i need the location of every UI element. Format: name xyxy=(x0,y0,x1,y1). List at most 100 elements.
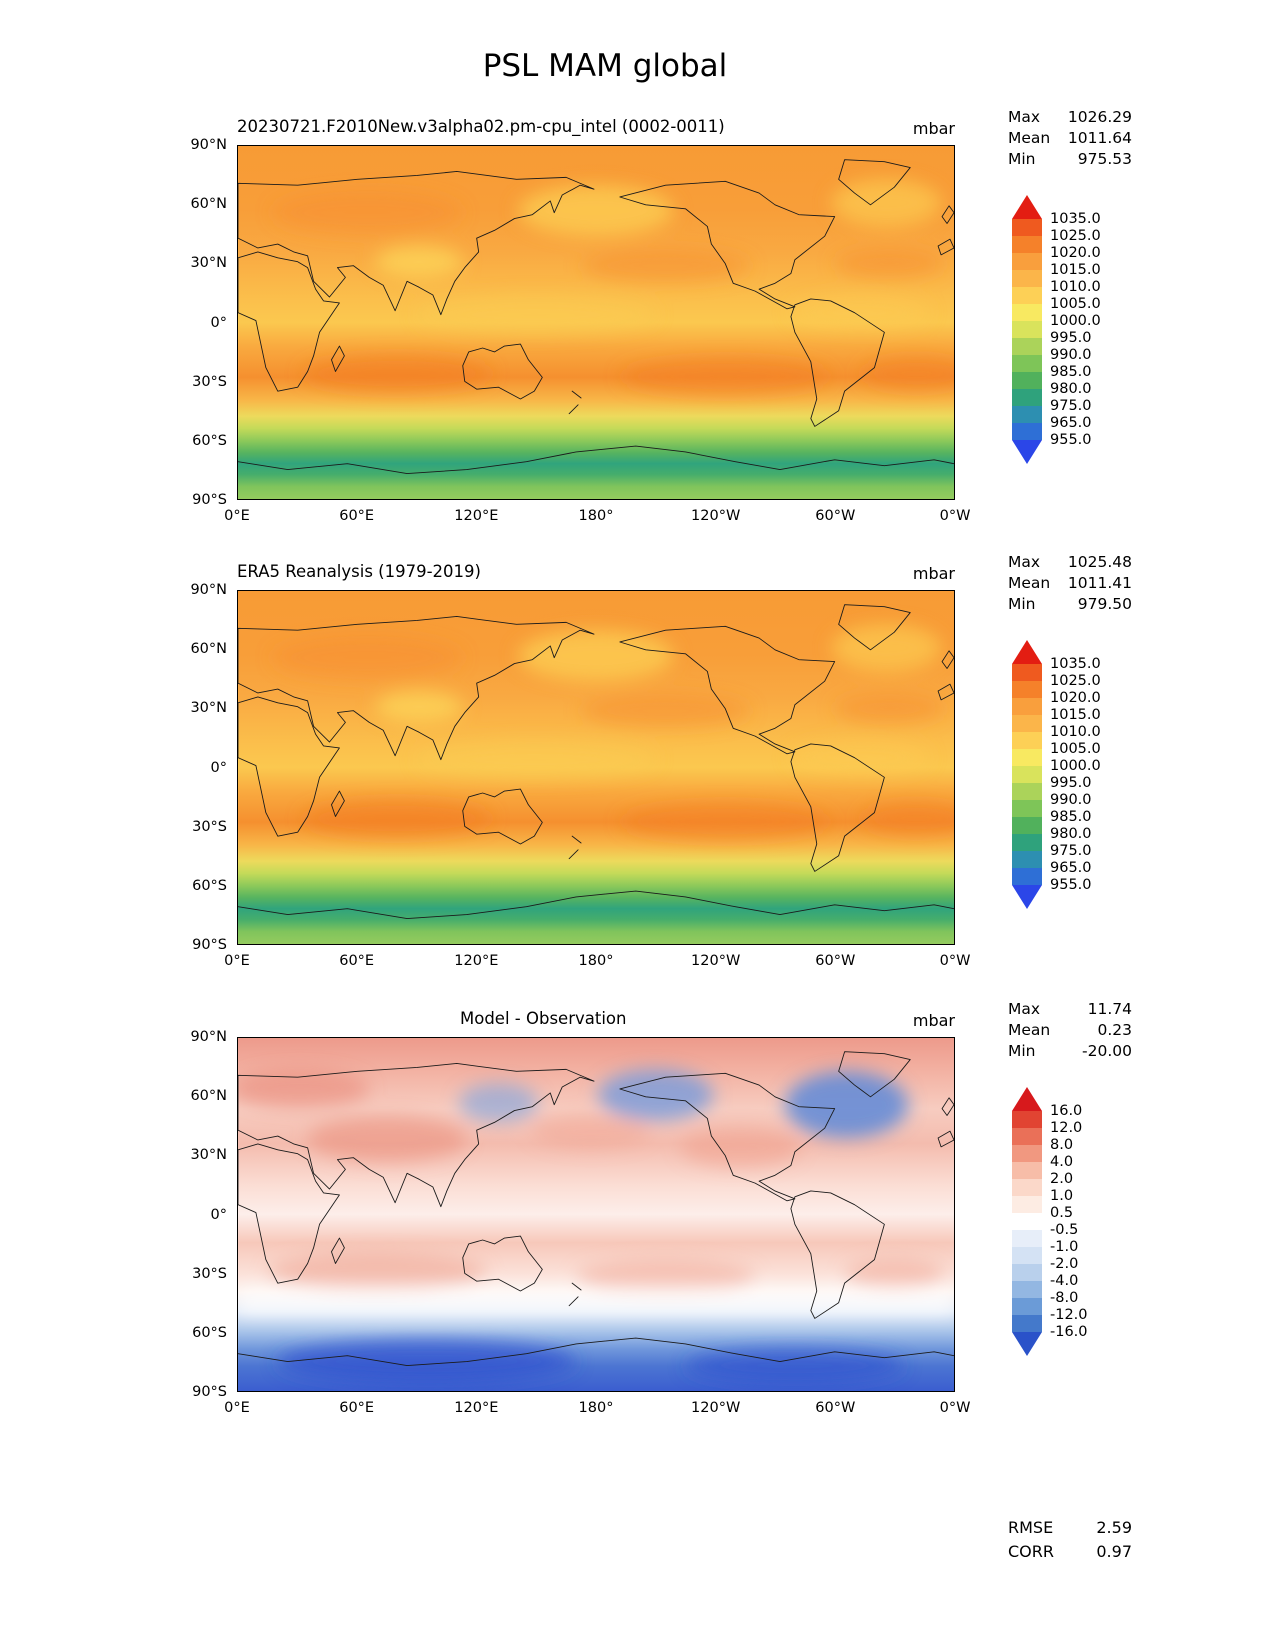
units-label: mbar xyxy=(912,119,955,138)
colorbar-level-label: 1.0 xyxy=(1050,1188,1074,1204)
colorbar-segment xyxy=(1012,732,1042,749)
x-tick-label: 0°W xyxy=(939,953,971,969)
colorbar-segment xyxy=(1012,1281,1042,1298)
y-tick-label: 0° xyxy=(210,1206,227,1223)
colorbar-segment xyxy=(1012,766,1042,783)
colorbar-segment xyxy=(1012,372,1042,389)
colorbar-level-label: 1005.0 xyxy=(1050,741,1101,757)
colorbar-segment xyxy=(1012,389,1042,406)
panel-difference: Model - Observation mbar 90°N 60°N 30°N 0° 3… xyxy=(0,1000,1275,1609)
pressure-map-model xyxy=(238,146,954,499)
colorbar-segment xyxy=(1012,195,1042,219)
x-tick-label: 120°W xyxy=(691,508,741,524)
y-axis: 90°N 60°N 30°N 0° 30°S 60°S 90°S xyxy=(157,137,229,508)
pressure-field xyxy=(238,591,954,944)
stat-label: Max xyxy=(1008,553,1041,571)
colorbar-segment xyxy=(1012,698,1042,715)
colorbar-level-label: 1015.0 xyxy=(1050,262,1101,278)
y-tick-label: 90°N xyxy=(190,582,227,598)
difference-field xyxy=(238,1038,954,1391)
metric-value: 2.59 xyxy=(1096,1518,1132,1537)
stat-value: 1026.29 xyxy=(1067,108,1132,126)
stat-value: 975.53 xyxy=(1077,150,1132,169)
colorbar-level-label: -12.0 xyxy=(1050,1307,1088,1323)
pressure-map-era5 xyxy=(238,591,954,944)
colorbar-level-label: 1020.0 xyxy=(1050,690,1101,706)
colorbar-segment xyxy=(1012,321,1042,338)
x-tick-label: 180° xyxy=(578,953,614,969)
colorbar-level-label: 2.0 xyxy=(1050,1171,1074,1187)
colorbar-bar xyxy=(1012,1087,1042,1356)
stat-label: Min xyxy=(1008,1042,1036,1061)
colorbar-segment xyxy=(1012,219,1042,236)
colorbar-segment xyxy=(1012,1247,1042,1264)
stats-block: Max 1025.48 Mean 1011.41 Min 979.50 xyxy=(1008,552,1132,615)
metric-label: CORR xyxy=(1008,1542,1054,1561)
colorbar-level-label: -0.5 xyxy=(1050,1222,1079,1238)
x-tick-label: 0°E xyxy=(224,1400,250,1416)
colorbar-segment xyxy=(1012,423,1042,440)
colorbar-level-label: 1035.0 xyxy=(1050,656,1101,672)
y-tick-label: 30°S xyxy=(192,1265,227,1282)
colorbar-level-label: 16.0 xyxy=(1050,1103,1083,1119)
colorbar-level-label: 965.0 xyxy=(1050,415,1092,431)
stat-value: 1025.48 xyxy=(1067,553,1132,571)
x-tick-label: 60°E xyxy=(339,1400,375,1416)
x-tick-label: 120°W xyxy=(691,953,741,969)
stat-label: Mean xyxy=(1008,129,1051,148)
colorbar-segment xyxy=(1012,640,1042,664)
colorbar-level-label: 1020.0 xyxy=(1050,245,1101,261)
colorbar: 1035.0 1025.0 1020.0 1015.0 1010.0 1005.0 1000… xyxy=(1012,195,1142,475)
colorbar-segment xyxy=(1012,817,1042,834)
colorbar-level-label: 995.0 xyxy=(1050,775,1092,791)
y-tick-label: 30°N xyxy=(190,255,227,272)
metric-value: 0.97 xyxy=(1096,1542,1132,1561)
colorbar-segment xyxy=(1012,715,1042,732)
colorbar-segment xyxy=(1012,440,1042,464)
colorbar-level-label: 1010.0 xyxy=(1050,279,1101,295)
y-tick-label: 0° xyxy=(210,314,227,331)
y-tick-label: 30°S xyxy=(192,818,227,835)
colorbar-level-label: 955.0 xyxy=(1050,432,1092,448)
stat-label: Min xyxy=(1008,150,1036,169)
colorbar-segment xyxy=(1012,1332,1042,1356)
y-tick-label: 30°S xyxy=(192,373,227,390)
page-title: PSL MAM global xyxy=(482,48,728,84)
colorbar-level-label: 1015.0 xyxy=(1050,707,1101,723)
colorbar-level-label: 965.0 xyxy=(1050,860,1092,876)
stat-value: 0.23 xyxy=(1097,1021,1132,1040)
panel-title: ERA5 Reanalysis (1979-2019) xyxy=(237,562,481,581)
x-tick-label: 120°E xyxy=(454,508,499,524)
colorbar-segment xyxy=(1012,1264,1042,1281)
x-tick-label: 0°E xyxy=(224,508,250,524)
y-tick-label: 0° xyxy=(210,759,227,776)
stat-label: Mean xyxy=(1008,574,1051,593)
colorbar-level-label: 8.0 xyxy=(1050,1137,1074,1153)
colorbar-level-label: 1025.0 xyxy=(1050,228,1101,244)
stats-block: Max 1026.29 Mean 1011.64 Min 975.53 xyxy=(1008,107,1132,170)
colorbar-segment xyxy=(1012,1111,1042,1128)
metric-label: RMSE xyxy=(1008,1518,1054,1537)
stats-block: Max 11.74 Mean 0.23 Min -20.00 xyxy=(1008,999,1132,1062)
x-tick-label: 120°E xyxy=(454,1400,499,1416)
y-tick-label: 60°N xyxy=(190,196,227,213)
colorbar-segment xyxy=(1012,338,1042,355)
colorbar-level-label: -1.0 xyxy=(1050,1239,1079,1255)
colorbar-segment xyxy=(1012,800,1042,817)
stat-value: 11.74 xyxy=(1087,1000,1132,1018)
stat-value: -20.00 xyxy=(1082,1042,1132,1061)
x-axis: 0°E 60°E 120°E 180° 120°W 60°W 0°W xyxy=(224,506,970,528)
y-tick-label: 60°S xyxy=(192,1324,227,1341)
colorbar-segment xyxy=(1012,664,1042,681)
colorbar-level-label: 1005.0 xyxy=(1050,296,1101,312)
colorbar-level-label: 0.5 xyxy=(1050,1205,1074,1221)
x-tick-label: 0°E xyxy=(224,953,250,969)
x-tick-label: 0°W xyxy=(939,508,971,524)
x-tick-label: 60°E xyxy=(339,508,375,524)
colorbar-segment xyxy=(1012,1145,1042,1162)
colorbar-level-label: 1000.0 xyxy=(1050,313,1101,329)
colorbar: 1035.0 1025.0 1020.0 1015.0 1010.0 1005.0 1000… xyxy=(1012,640,1142,920)
colorbar-level-label: 990.0 xyxy=(1050,347,1092,363)
y-tick-label: 90°N xyxy=(190,1029,227,1045)
y-tick-label: 90°S xyxy=(192,492,227,508)
